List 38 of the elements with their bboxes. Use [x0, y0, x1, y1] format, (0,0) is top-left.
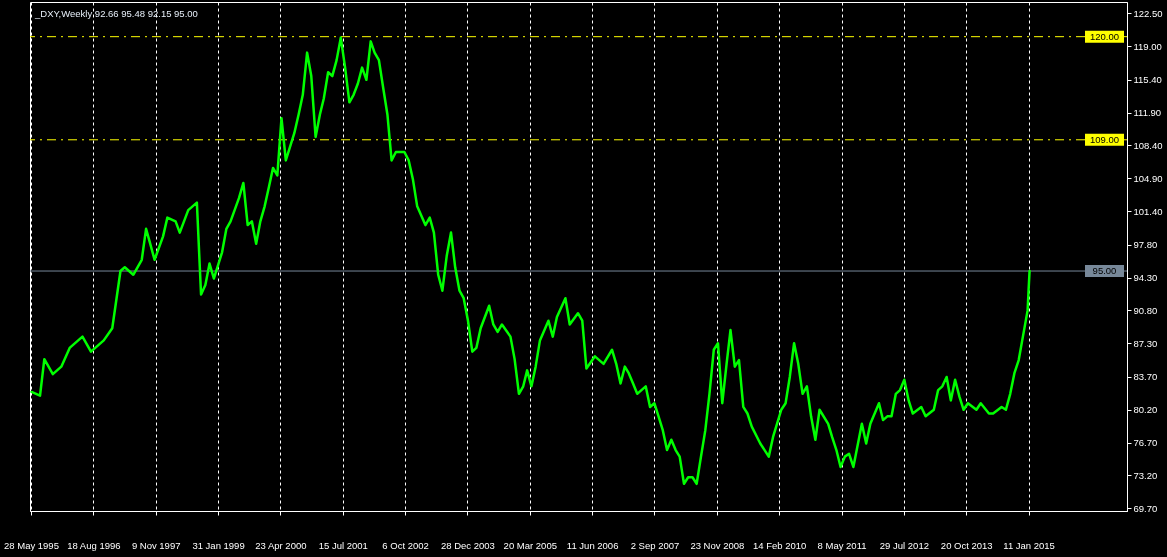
y-tick-label: 87.30 [1133, 337, 1158, 349]
y-tick-label: 83.70 [1133, 371, 1158, 383]
x-tick-label: 11 Jan 2015 [1003, 539, 1055, 551]
y-tick-label: 101.40 [1133, 205, 1163, 217]
x-tick-label: 23 Nov 2008 [690, 539, 745, 551]
x-tick-label: 18 Aug 1996 [67, 539, 121, 551]
x-tick-label: 6 Oct 2002 [382, 539, 429, 551]
x-tick-label: 14 Feb 2010 [753, 539, 807, 551]
x-tick-label: 28 Dec 2003 [441, 539, 495, 551]
x-tick-label: 20 Mar 2005 [503, 539, 557, 551]
ref-line-label: 109.00 [1089, 133, 1120, 145]
x-tick-label: 29 Jul 2012 [879, 539, 929, 551]
x-tick-label: 9 Nov 1997 [131, 539, 181, 551]
y-tick-label: 73.20 [1133, 469, 1158, 481]
y-tick-label: 108.40 [1133, 139, 1163, 151]
x-tick-label: 31 Jan 1999 [192, 539, 245, 551]
text: _DXY,Weekly 92.66 95.48 92.15 95.00 [34, 7, 198, 19]
y-tick-label: 80.20 [1133, 404, 1158, 416]
line-series [30, 36, 1031, 486]
y-tick-label: 94.30 [1133, 272, 1158, 284]
y-tick-label: 90.80 [1133, 304, 1158, 316]
x-tick-label: 23 Apr 2000 [255, 539, 307, 551]
x-tick-label: 11 Jun 2006 [566, 539, 619, 551]
ref-line-label: 120.00 [1089, 30, 1120, 42]
x-tick-label: 8 May 2011 [817, 539, 867, 551]
y-tick-label: 97.80 [1133, 239, 1158, 251]
x-tick-label: 20 Oct 2013 [940, 539, 993, 551]
y-tick-label: 122.50 [1133, 7, 1163, 19]
x-tick-label: 2 Sep 2007 [630, 539, 680, 551]
x-tick-label: 28 May 1995 [4, 539, 59, 551]
ref-line-label: 95.00 [1092, 265, 1117, 277]
y-tick-label: 76.70 [1133, 437, 1158, 449]
x-tick-label: 15 Jul 2001 [318, 539, 368, 551]
y-tick-label: 104.90 [1133, 172, 1163, 184]
y-tick-label: 119.00 [1133, 40, 1162, 52]
y-tick-label: 69.70 [1133, 502, 1158, 514]
y-tick-label: 115.40 [1133, 74, 1162, 86]
y-tick-label: 111.90 [1133, 107, 1162, 119]
